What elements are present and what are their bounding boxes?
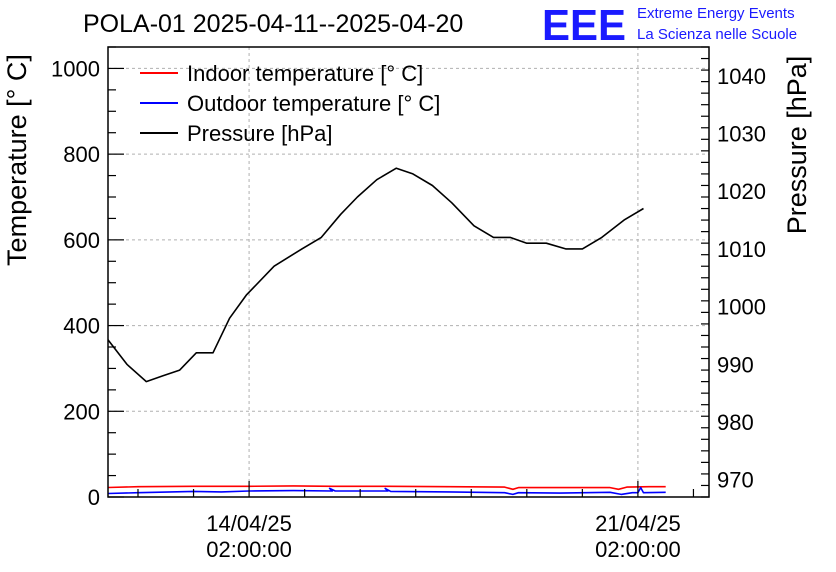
- x-tick-label-date: 14/04/25: [206, 511, 292, 536]
- y-tick-label: 400: [63, 314, 100, 339]
- y2-tick-label: 1030: [717, 122, 766, 147]
- y-tick-label: 600: [63, 228, 100, 253]
- y2-tick-label: 1040: [717, 64, 766, 89]
- brand-line-1: Extreme Energy Events: [637, 5, 795, 22]
- y2-tick-label: 970: [717, 468, 754, 493]
- series-layer: [108, 167, 666, 496]
- y-tick-label: 200: [63, 399, 100, 424]
- x-tick-label-time: 02:00:00: [595, 537, 681, 562]
- x-tick-label-time: 02:00:00: [206, 537, 292, 562]
- y2-axis-label: Pressure [hPa]: [782, 56, 812, 235]
- y2-tick-label: 1000: [717, 295, 766, 320]
- plot-frame: [107, 46, 710, 498]
- legend-label: Indoor temperature [° C]: [187, 61, 423, 86]
- legend-label: Pressure [hPa]: [187, 121, 333, 146]
- series-line: [108, 485, 666, 491]
- series-line: [108, 167, 644, 383]
- series-line: [108, 486, 666, 496]
- eee-logo: EEE: [542, 1, 626, 50]
- grid-layer: [108, 47, 709, 498]
- y2-tick-label: 990: [717, 352, 754, 377]
- y-tick-label: 1000: [51, 56, 100, 81]
- y-tick-label: 0: [88, 485, 100, 510]
- chart-title: POLA-01 2025-04-11--2025-04-20: [83, 10, 463, 38]
- legend-label: Outdoor temperature [° C]: [187, 91, 440, 116]
- legend: Indoor temperature [° C] Outdoor temperat…: [140, 61, 440, 146]
- y2-tick-label: 1010: [717, 237, 766, 262]
- y-axis-label: Temperature [° C]: [2, 54, 32, 266]
- y2-tick-label: 1020: [717, 179, 766, 204]
- axis-layer: 0 200 400 600 800 1000 970 980 990 1000 1010 1020 10…: [51, 46, 766, 562]
- y-tick-label: 800: [63, 142, 100, 167]
- y2-tick-label: 980: [717, 410, 754, 435]
- x-tick-label-date: 21/04/25: [595, 511, 681, 536]
- brand-line-2: La Scienza nelle Scuole: [637, 26, 797, 43]
